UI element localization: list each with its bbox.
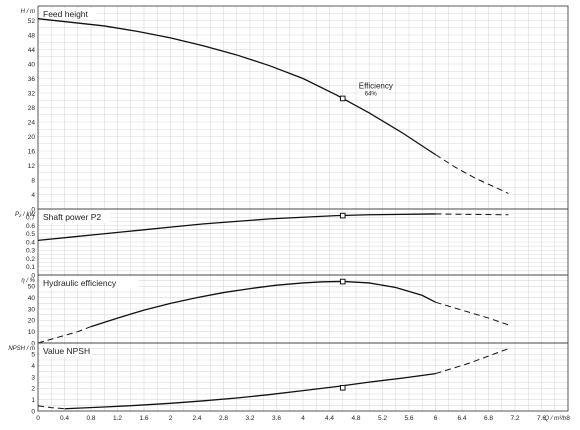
curve-extension-dashed xyxy=(435,154,509,194)
y-tick-label: 50 xyxy=(28,284,36,291)
panel-frame xyxy=(37,342,569,412)
y-tick-label: 20 xyxy=(28,134,36,141)
duty-point-marker xyxy=(339,95,346,102)
y-tick-label: 28 xyxy=(28,105,36,112)
y-tick-label: 8 xyxy=(31,177,35,184)
x-tick-label: 6.4 xyxy=(457,415,466,422)
curve-line xyxy=(37,18,436,156)
y-axis-label: H / m xyxy=(21,9,35,15)
y-tick-label: 0.1 xyxy=(26,264,35,271)
y-tick-label: 16 xyxy=(28,148,36,155)
y-tick-label: 36 xyxy=(28,76,36,83)
x-tick-label: 3.2 xyxy=(245,415,254,422)
panel-title-background xyxy=(40,345,92,357)
x-tick-label: 4 xyxy=(301,415,305,422)
curve-line xyxy=(90,280,436,328)
y-tick-label: 2 xyxy=(31,386,35,393)
x-tick-label: 8 xyxy=(566,415,570,422)
x-tick-label: 2.4 xyxy=(192,415,201,422)
x-tick-label: 6 xyxy=(434,415,438,422)
y-tick-label: 0 xyxy=(31,340,35,347)
y-tick-label: 0.5 xyxy=(26,231,35,238)
y-tick-label: 4 xyxy=(31,192,35,199)
y-tick-label: 10 xyxy=(28,329,36,336)
panel-2: 00.10.20.30.40.50.60.7P₂ / kW Shaft power… xyxy=(15,208,569,279)
x-tick-label: 2.8 xyxy=(219,415,228,422)
y-tick-label: 40 xyxy=(28,61,36,68)
panel-title: Hydraulic efficiency xyxy=(43,278,117,288)
y-tick-label: 0.2 xyxy=(26,256,35,263)
y-tick-label: 1 xyxy=(31,397,35,404)
x-tick-label: 1.2 xyxy=(113,415,122,422)
y-tick-label: 0.3 xyxy=(26,248,35,255)
x-tick-label: 4.8 xyxy=(351,415,360,422)
panel-title-background xyxy=(40,8,97,20)
x-tick-label: 7.6 xyxy=(537,415,546,422)
x-tick-label: 3.6 xyxy=(272,415,281,422)
y-tick-label: 0.6 xyxy=(26,223,35,230)
y-tick-label: 5 xyxy=(31,352,35,359)
panel-3: 0 10 20 30 40 50η / % Hydraulic efficiency xyxy=(21,274,569,347)
x-tick-label: 2 xyxy=(169,415,173,422)
y-tick-label: 24 xyxy=(28,119,36,126)
efficiency-value: 64% xyxy=(365,91,378,97)
curve-extension-dashed xyxy=(435,348,509,375)
x-axis-label: Q / m³/h xyxy=(544,416,566,422)
curve-extension-dashed xyxy=(37,405,65,410)
y-tick-label: 32 xyxy=(28,90,36,97)
y-axis-label: NPSH / m xyxy=(8,346,35,352)
y-tick-label: 0.7 xyxy=(26,215,35,222)
y-tick-label: 0 xyxy=(31,272,35,279)
y-tick-label: 4 xyxy=(31,363,35,370)
duty-point-marker xyxy=(339,384,346,391)
y-tick-label: 3 xyxy=(31,374,35,381)
y-tick-label: 40 xyxy=(28,295,36,302)
y-tick-label: 12 xyxy=(28,163,36,170)
curve-line xyxy=(37,213,436,241)
y-tick-label: 48 xyxy=(28,32,36,39)
y-tick-label: 30 xyxy=(28,306,36,313)
x-tick-label: 0.8 xyxy=(86,415,95,422)
curve-extension-dashed xyxy=(435,301,509,326)
panel-title: Shaft power P2 xyxy=(43,212,101,222)
x-tick-label: 5.2 xyxy=(378,415,387,422)
duty-point-marker xyxy=(339,278,346,285)
duty-point-marker xyxy=(339,212,346,219)
curve-line xyxy=(64,372,436,410)
panel-title-background xyxy=(40,211,111,223)
x-tick-label: 6.8 xyxy=(484,415,493,422)
efficiency-label: Efficiency xyxy=(359,81,393,90)
y-tick-label: 44 xyxy=(28,47,36,54)
panel-title: Feed height xyxy=(43,9,89,19)
x-tick-label: 0 xyxy=(36,415,40,422)
x-tick-label: 0.4 xyxy=(60,415,69,422)
y-axis-label: η / % xyxy=(21,278,35,284)
y-tick-label: 0.4 xyxy=(26,239,35,246)
x-tick-label: 7.2 xyxy=(510,415,519,422)
x-tick-label: 5.6 xyxy=(404,415,413,422)
y-tick-label: 0 xyxy=(31,408,35,415)
x-tick-label: 1.6 xyxy=(139,415,148,422)
y-tick-label: 0 xyxy=(31,206,35,213)
panel-title-background xyxy=(40,277,138,289)
y-axis-label: P₂ / kW xyxy=(15,212,36,218)
y-tick-label: 52 xyxy=(28,18,36,25)
x-tick-label: 4.4 xyxy=(325,415,334,422)
y-tick-label: 20 xyxy=(28,318,36,325)
curve-extension-dashed xyxy=(37,326,92,344)
curve-extension-dashed xyxy=(435,213,509,216)
panel-title: Value NPSH xyxy=(43,346,90,356)
